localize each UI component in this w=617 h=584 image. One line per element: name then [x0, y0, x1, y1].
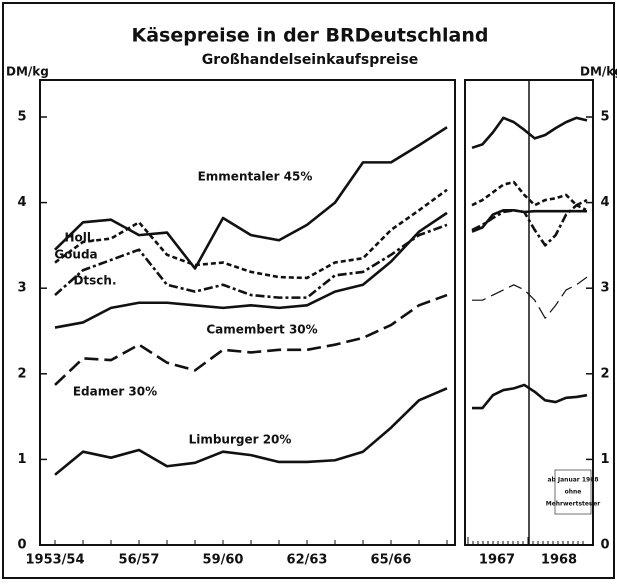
label-bg: [73, 384, 157, 400]
x-tick-label: 1968: [541, 553, 577, 568]
series-line: [54, 188, 448, 280]
label-bg: [220, 322, 304, 338]
annotation-box: [554, 469, 592, 515]
series-label: Limburger 20%: [189, 433, 292, 447]
label-bg: [198, 432, 282, 448]
series-label: Emmentaler 45%: [198, 170, 313, 184]
series-label: Holl.: [64, 231, 95, 245]
left-panel: [39, 79, 456, 546]
series-line: [472, 383, 588, 410]
y2-tick-label: 3: [600, 281, 609, 296]
series-label: Camembert 30%: [206, 323, 317, 337]
x-tick-label: 1967: [479, 553, 515, 568]
series-label: Dtsch.: [73, 274, 116, 288]
chart-title: Käsepreise in der BRDeutschland: [132, 25, 489, 47]
series-label: Gouda: [54, 248, 97, 262]
y-axis-label: DM/kg: [6, 65, 49, 79]
y2-tick-label: 2: [600, 366, 609, 381]
y-tick-label: 3: [17, 281, 26, 296]
y2-tick-label: 0: [600, 538, 609, 553]
series-label: Edamer 30%: [73, 385, 157, 399]
x-tick-label: 1953/54: [25, 553, 84, 568]
y-tick-label: 0: [17, 538, 26, 553]
y-tick-label: 4: [17, 195, 26, 210]
y-tick-label: 2: [17, 366, 26, 381]
annotation: ab Januar 1968: [547, 477, 598, 484]
y2-tick-label: 1: [600, 452, 609, 467]
series-line: [471, 180, 588, 207]
y2-axis-label: DM/kg: [580, 65, 617, 79]
series-line: [471, 203, 588, 247]
series-line: [54, 211, 448, 329]
series-line: [472, 276, 588, 319]
annotation: Mehrwertsteuer: [546, 501, 601, 508]
series-line: [471, 116, 588, 150]
series-line: [471, 209, 587, 233]
y-tick-label: 5: [17, 110, 26, 125]
label-bg: [213, 169, 297, 185]
annotation: ohne: [565, 489, 582, 496]
y2-tick-label: 5: [600, 110, 609, 125]
y2-tick-label: 4: [600, 195, 609, 210]
series-line: [54, 126, 448, 270]
series-line: [54, 293, 448, 386]
series-line: [54, 223, 448, 299]
x-tick-label: 62/63: [287, 553, 328, 568]
x-tick-label: 56/57: [119, 553, 160, 568]
y-tick-label: 1: [17, 452, 26, 467]
x-tick-label: 59/60: [203, 553, 244, 568]
chart-subtitle: Großhandelseinkaufspreise: [202, 52, 419, 68]
series-line: [54, 387, 448, 476]
x-tick-label: 65/66: [371, 553, 412, 568]
